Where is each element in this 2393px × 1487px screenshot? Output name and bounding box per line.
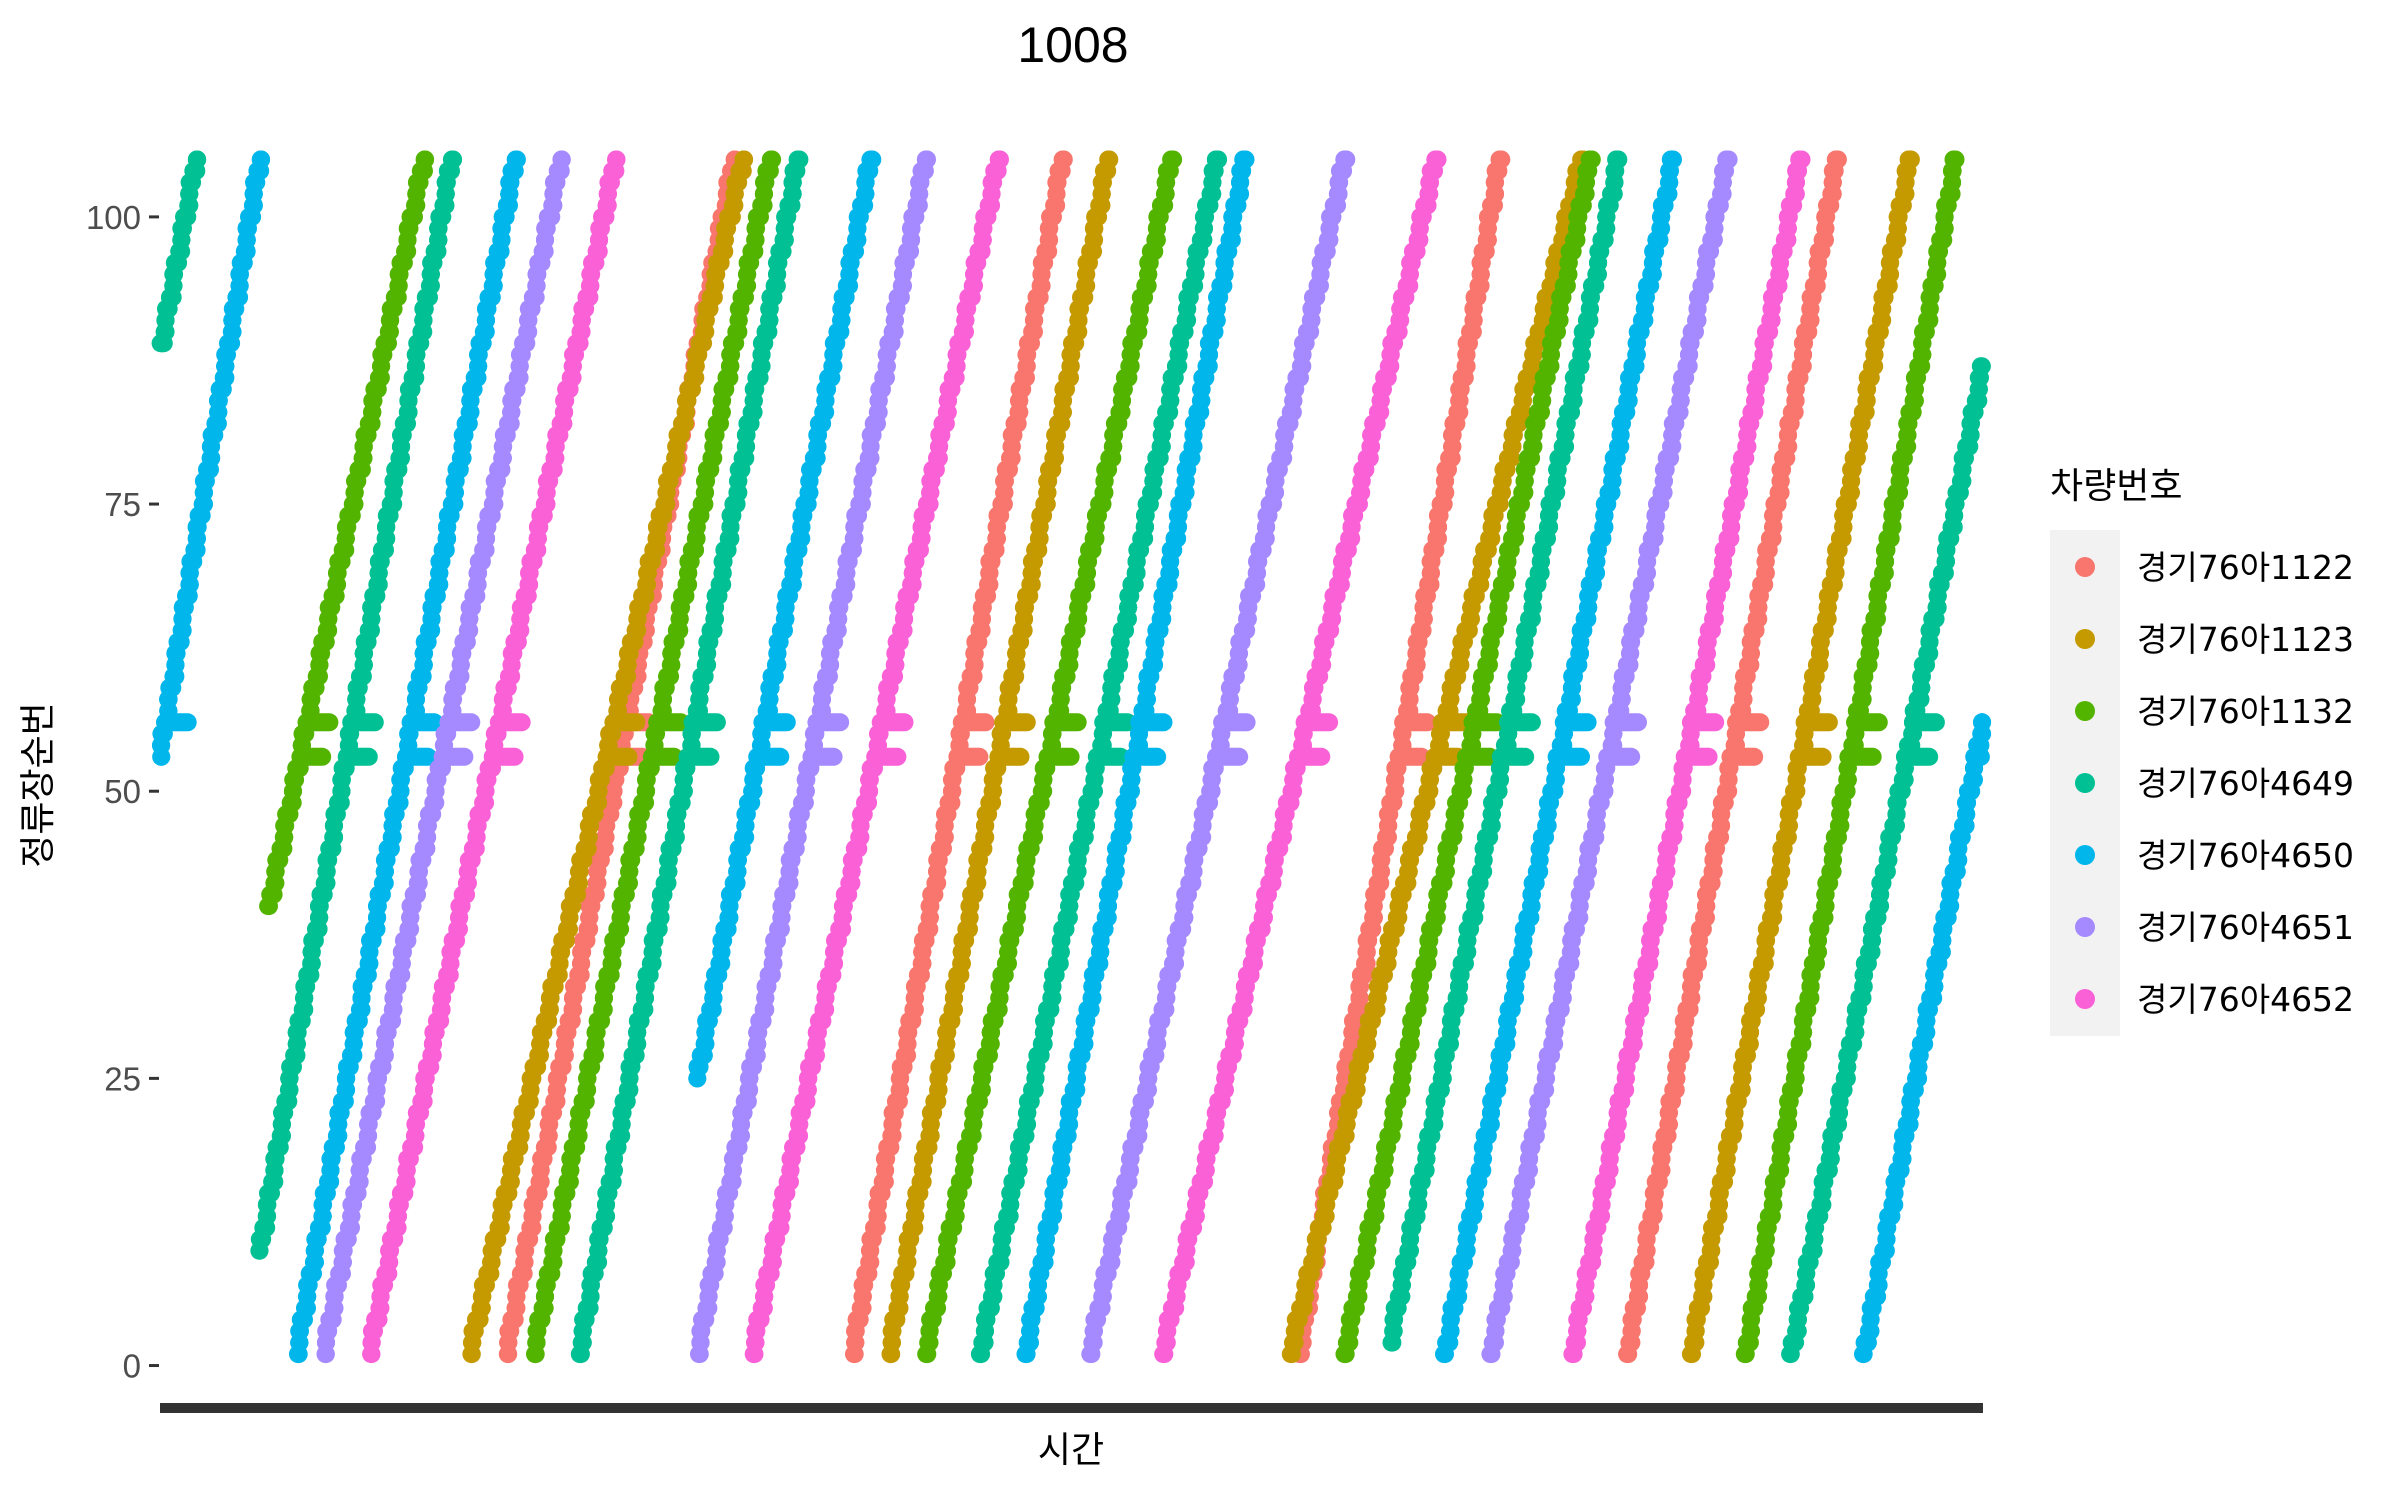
data-point xyxy=(1017,713,1036,732)
y-tick-label: 25 xyxy=(104,1060,141,1097)
data-point xyxy=(1011,747,1030,766)
data-point xyxy=(1492,150,1511,169)
data-point xyxy=(1901,150,1920,169)
data-point xyxy=(1819,713,1838,732)
chart-title: 1008 xyxy=(1017,17,1128,73)
data-point xyxy=(627,713,646,732)
data-point xyxy=(320,713,339,732)
data-point xyxy=(1828,150,1847,169)
data-point xyxy=(763,150,782,169)
data-point xyxy=(1813,747,1832,766)
data-point xyxy=(1745,747,1764,766)
y-tick-label: 100 xyxy=(86,199,141,236)
y-axis: 0 25 50 75 100 xyxy=(86,199,159,1385)
data-point xyxy=(416,150,435,169)
data-point xyxy=(1751,713,1770,732)
plot-area xyxy=(151,150,1992,1364)
data-point xyxy=(1100,150,1119,169)
data-point xyxy=(976,713,995,732)
data-point xyxy=(735,150,754,169)
y-tick-label: 75 xyxy=(104,486,141,523)
y-tick-label: 50 xyxy=(104,773,141,810)
data-point xyxy=(1054,150,1073,169)
y-tick-label: 0 xyxy=(123,1348,141,1385)
data-point xyxy=(1164,150,1183,169)
data-point xyxy=(1068,713,1087,732)
data-point xyxy=(313,747,332,766)
data-point xyxy=(970,747,989,766)
data-point xyxy=(1061,747,1080,766)
data-point xyxy=(619,747,638,766)
